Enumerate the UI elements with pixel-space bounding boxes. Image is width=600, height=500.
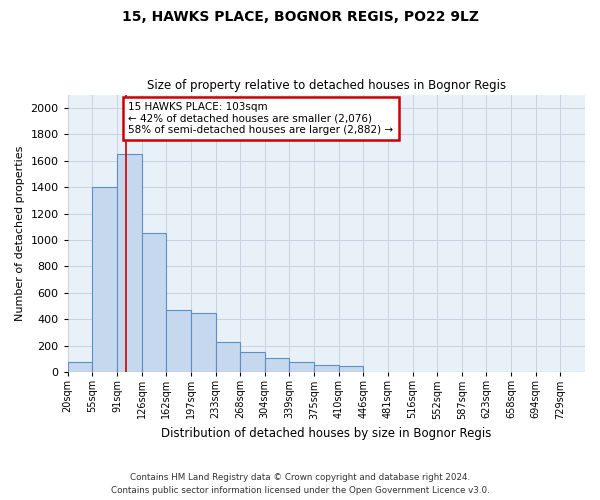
Bar: [166, 310, 191, 372]
Bar: [289, 362, 314, 372]
Bar: [240, 352, 265, 372]
Bar: [265, 358, 289, 372]
Text: 15, HAWKS PLACE, BOGNOR REGIS, PO22 9LZ: 15, HAWKS PLACE, BOGNOR REGIS, PO22 9LZ: [121, 10, 479, 24]
Bar: [338, 366, 364, 372]
Title: Size of property relative to detached houses in Bognor Regis: Size of property relative to detached ho…: [147, 79, 506, 92]
Y-axis label: Number of detached properties: Number of detached properties: [15, 146, 25, 321]
Text: Contains HM Land Registry data © Crown copyright and database right 2024.
Contai: Contains HM Land Registry data © Crown c…: [110, 474, 490, 495]
X-axis label: Distribution of detached houses by size in Bognor Regis: Distribution of detached houses by size …: [161, 427, 491, 440]
Bar: [314, 365, 338, 372]
Bar: [117, 154, 142, 372]
Text: 15 HAWKS PLACE: 103sqm
← 42% of detached houses are smaller (2,076)
58% of semi-: 15 HAWKS PLACE: 103sqm ← 42% of detached…: [128, 102, 394, 135]
Bar: [191, 312, 215, 372]
Bar: [68, 362, 92, 372]
Bar: [142, 234, 166, 372]
Bar: [92, 187, 117, 372]
Bar: [215, 342, 240, 372]
